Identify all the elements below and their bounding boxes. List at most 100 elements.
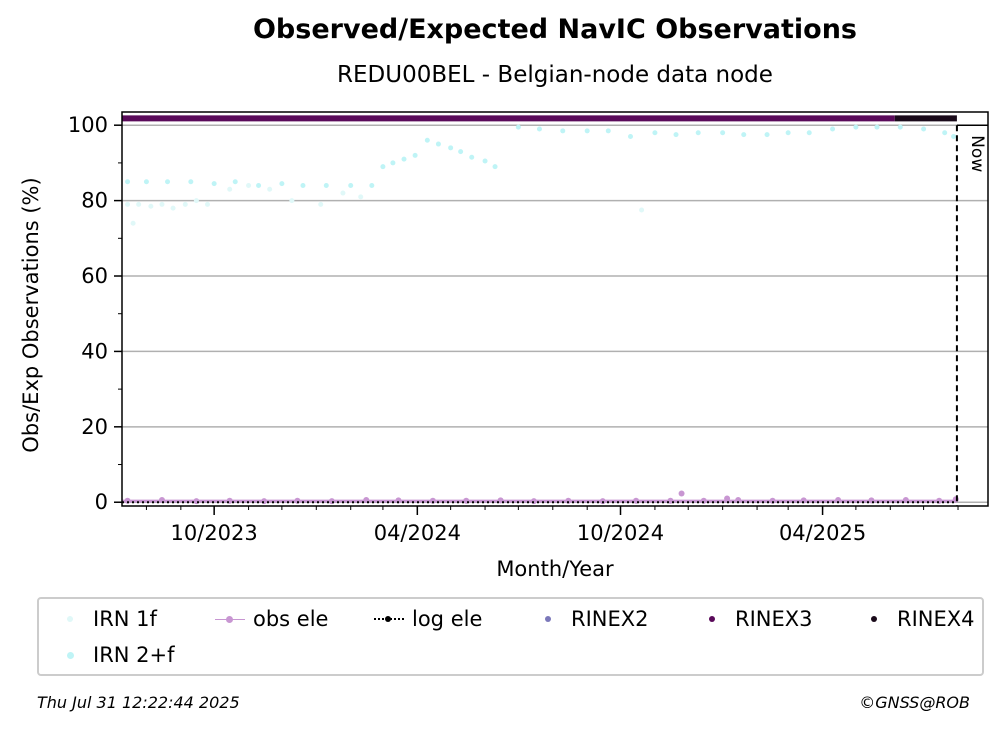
legend-marker-obs-ele xyxy=(213,609,247,629)
series-irn-2-f-point-0 xyxy=(125,179,131,185)
series-irn-1f-point-0 xyxy=(125,201,131,207)
series-irn-1f-point-14 xyxy=(358,194,364,200)
y-axis-label: Obs/Exp Observations (%) xyxy=(19,177,43,452)
series-obs-ele-point-13 xyxy=(565,497,572,504)
legend-label-log-ele: log ele xyxy=(412,607,483,631)
series-irn-2-f-point-3 xyxy=(188,179,194,185)
legend-label-rinex3: RINEX3 xyxy=(735,607,813,631)
chart-plot: Obs/Exp Observations (%) Month/Year 0 20 4… xyxy=(19,111,989,581)
timestamp-footer: Thu Jul 31 12:22:44 2025 xyxy=(37,693,240,712)
series-irn-1f-point-1 xyxy=(136,201,142,207)
y-tick-label-60: 60 xyxy=(81,264,108,288)
series-irn-2-f-point-32 xyxy=(720,130,726,136)
series-obs-ele-point-17 xyxy=(678,490,685,497)
chart-subtitle: REDU00BEL - Belgian-node data node xyxy=(337,62,773,88)
series-irn-2-f-point-1 xyxy=(143,179,149,185)
series-irn-1f-point-16 xyxy=(639,207,645,213)
series-irn-2-f-point-6 xyxy=(256,183,262,189)
series-irn-2-f-point-31 xyxy=(695,130,701,136)
series-irn-2-f-point-16 xyxy=(424,137,430,143)
series-irn-1f-point-2 xyxy=(148,203,154,209)
series-irn-2-f-point-40 xyxy=(897,124,903,130)
series-irn-2-f-point-42 xyxy=(942,130,948,136)
series-irn-2-f-point-8 xyxy=(300,183,306,189)
x-axis-label: Month/Year xyxy=(496,557,614,581)
series-irn-1f-point-11 xyxy=(289,198,295,204)
series-obs-ele-point-21 xyxy=(769,497,776,504)
series-irn-2-f-point-34 xyxy=(764,132,770,138)
series-obs-ele-point-19 xyxy=(724,495,731,502)
series-irn-1f-point-4 xyxy=(170,205,176,211)
legend-marker-rinex3 xyxy=(695,609,729,629)
series-obs-ele-point-0 xyxy=(124,497,131,504)
series-irn-1f-point-15 xyxy=(130,220,136,226)
series-irn-2-f-point-14 xyxy=(401,156,407,162)
series-irn-1f-point-3 xyxy=(159,201,165,207)
legend-item-irn-1f: IRN 1f xyxy=(53,606,157,632)
credit-footer: ©GNSS@ROB xyxy=(859,693,970,712)
series-irn-1f-point-5 xyxy=(182,201,188,207)
y-tick-label-40: 40 xyxy=(81,339,108,363)
series-irn-2-f-point-36 xyxy=(806,130,812,136)
y-tick-label-0: 0 xyxy=(95,490,108,514)
legend-label-irn-2f: IRN 2+f xyxy=(93,643,175,667)
series-irn-2-f-point-30 xyxy=(673,132,679,138)
series-irn-2-f-point-5 xyxy=(232,179,238,185)
legend-label-rinex4: RINEX4 xyxy=(897,607,975,631)
chart-title: Observed/Expected NavIC Observations xyxy=(252,14,857,45)
series-irn-2-f-point-33 xyxy=(741,132,747,138)
series-irn-2-f-point-19 xyxy=(458,149,464,155)
series-irn-2-f-point-38 xyxy=(853,124,859,130)
x-tick-label-04-2024: 04/2024 xyxy=(374,521,461,545)
series-obs-ele-point-23 xyxy=(835,496,842,503)
series-irn-2-f-point-18 xyxy=(448,145,454,151)
legend-marker-rinex2 xyxy=(531,609,565,629)
series-irn-2-f-point-7 xyxy=(279,181,285,187)
x-tick-label-10-2023: 10/2023 xyxy=(171,521,258,545)
series-obs-ele-point-14 xyxy=(599,498,606,505)
series-irn-2-f-point-22 xyxy=(492,164,498,170)
legend-item-rinex4: RINEX4 xyxy=(857,606,975,632)
series-irn-1f-point-10 xyxy=(267,186,273,192)
y-tick-label-100: 100 xyxy=(68,113,108,137)
x-tick-label-04-2025: 04/2025 xyxy=(779,521,866,545)
legend-marker-irn-2f xyxy=(53,645,87,665)
legend-label-obs-ele: obs ele xyxy=(253,607,329,631)
legend-marker-rinex4 xyxy=(857,609,891,629)
series-irn-2-f-point-25 xyxy=(560,128,566,134)
series-irn-2-f-point-43 xyxy=(951,134,957,140)
series-irn-1f-point-9 xyxy=(246,183,252,189)
legend-item-rinex2: RINEX2 xyxy=(531,606,649,632)
legend-item-rinex3: RINEX3 xyxy=(695,606,813,632)
series-irn-2-f-point-24 xyxy=(536,126,542,132)
series-irn-2-f-point-15 xyxy=(412,152,418,158)
series-irn-1f-point-13 xyxy=(340,190,346,196)
series-irn-2-f-point-27 xyxy=(605,128,611,134)
series-irn-2-f-point-35 xyxy=(785,130,791,136)
series-irn-1f-point-7 xyxy=(204,201,210,207)
series-irn-2-f-point-23 xyxy=(515,124,521,130)
series-obs-ele-point-9 xyxy=(429,497,436,504)
series-irn-2-f-point-29 xyxy=(652,130,658,136)
series-irn-2-f-point-10 xyxy=(348,183,354,189)
series-irn-1f-point-6 xyxy=(193,198,199,204)
y-tick-label-80: 80 xyxy=(81,189,108,213)
x-tick-label-10-2024: 10/2024 xyxy=(577,521,664,545)
y-tick-label-20: 20 xyxy=(81,415,108,439)
series-irn-2-f-point-20 xyxy=(469,154,475,160)
series-irn-2-f-point-13 xyxy=(390,160,396,166)
series-irn-2-f-point-41 xyxy=(921,126,927,132)
series-irn-2-f-point-28 xyxy=(627,134,633,140)
legend-item-irn-2f: IRN 2+f xyxy=(53,642,175,668)
series-irn-2-f-point-9 xyxy=(323,183,329,189)
series-irn-2-f-point-21 xyxy=(482,158,488,164)
series-irn-2-f-point-39 xyxy=(874,124,880,130)
series-irn-1f-point-8 xyxy=(227,186,233,192)
series-irn-2-f-point-17 xyxy=(435,141,441,147)
series-obs-ele-point-8 xyxy=(395,497,402,504)
legend-label-rinex2: RINEX2 xyxy=(571,607,649,631)
series-irn-2-f-point-11 xyxy=(369,183,375,189)
series-irn-2-f-point-37 xyxy=(830,126,836,132)
legend-label-irn-1f: IRN 1f xyxy=(93,607,157,631)
series-obs-ele-point-20 xyxy=(735,496,742,503)
